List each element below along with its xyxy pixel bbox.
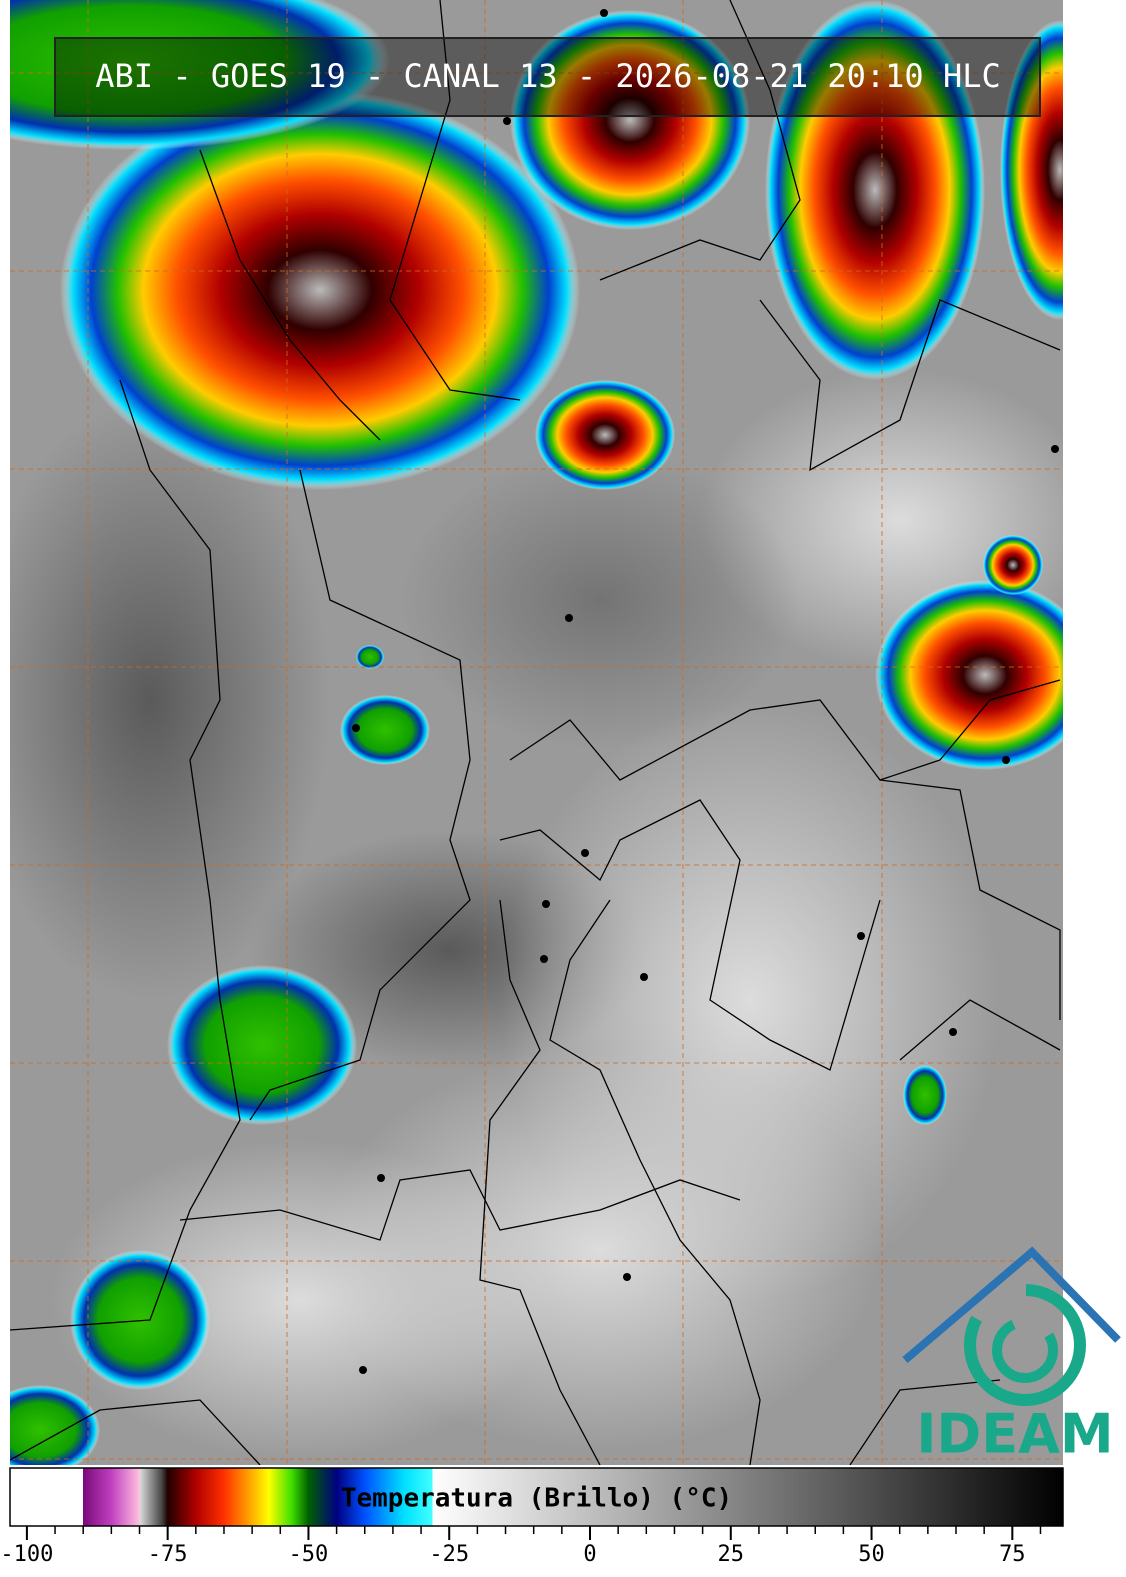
colorbar-tick-label: 0 bbox=[583, 1542, 596, 1567]
colorbar-tick-label: -100 bbox=[0, 1542, 53, 1567]
colorbar: Temperatura (Brillo) (°C) -100 -75 -50 -25 0 2… bbox=[0, 1467, 1064, 1567]
colorbar-tick-label: 50 bbox=[858, 1542, 885, 1567]
colorbar-tick-label: 75 bbox=[999, 1542, 1026, 1567]
colorbar-tick-label: 25 bbox=[718, 1542, 745, 1567]
title: ABI - GOES 19 - CANAL 13 - 2026-08-21 20… bbox=[95, 57, 1000, 95]
logo: IDEAM bbox=[902, 1246, 1121, 1466]
logo-text: IDEAM bbox=[916, 1403, 1113, 1466]
colorbar-tick-label: -50 bbox=[289, 1542, 329, 1567]
colorbar-label: Temperatura (Brillo) (°C) bbox=[341, 1484, 732, 1514]
title-box bbox=[54, 37, 1041, 117]
satellite-map bbox=[10, 0, 1063, 1465]
colorbar-tick-label: -25 bbox=[429, 1542, 469, 1567]
colorbar-tick-label: -75 bbox=[148, 1542, 188, 1567]
colorbar-scale bbox=[9, 1467, 1064, 1527]
